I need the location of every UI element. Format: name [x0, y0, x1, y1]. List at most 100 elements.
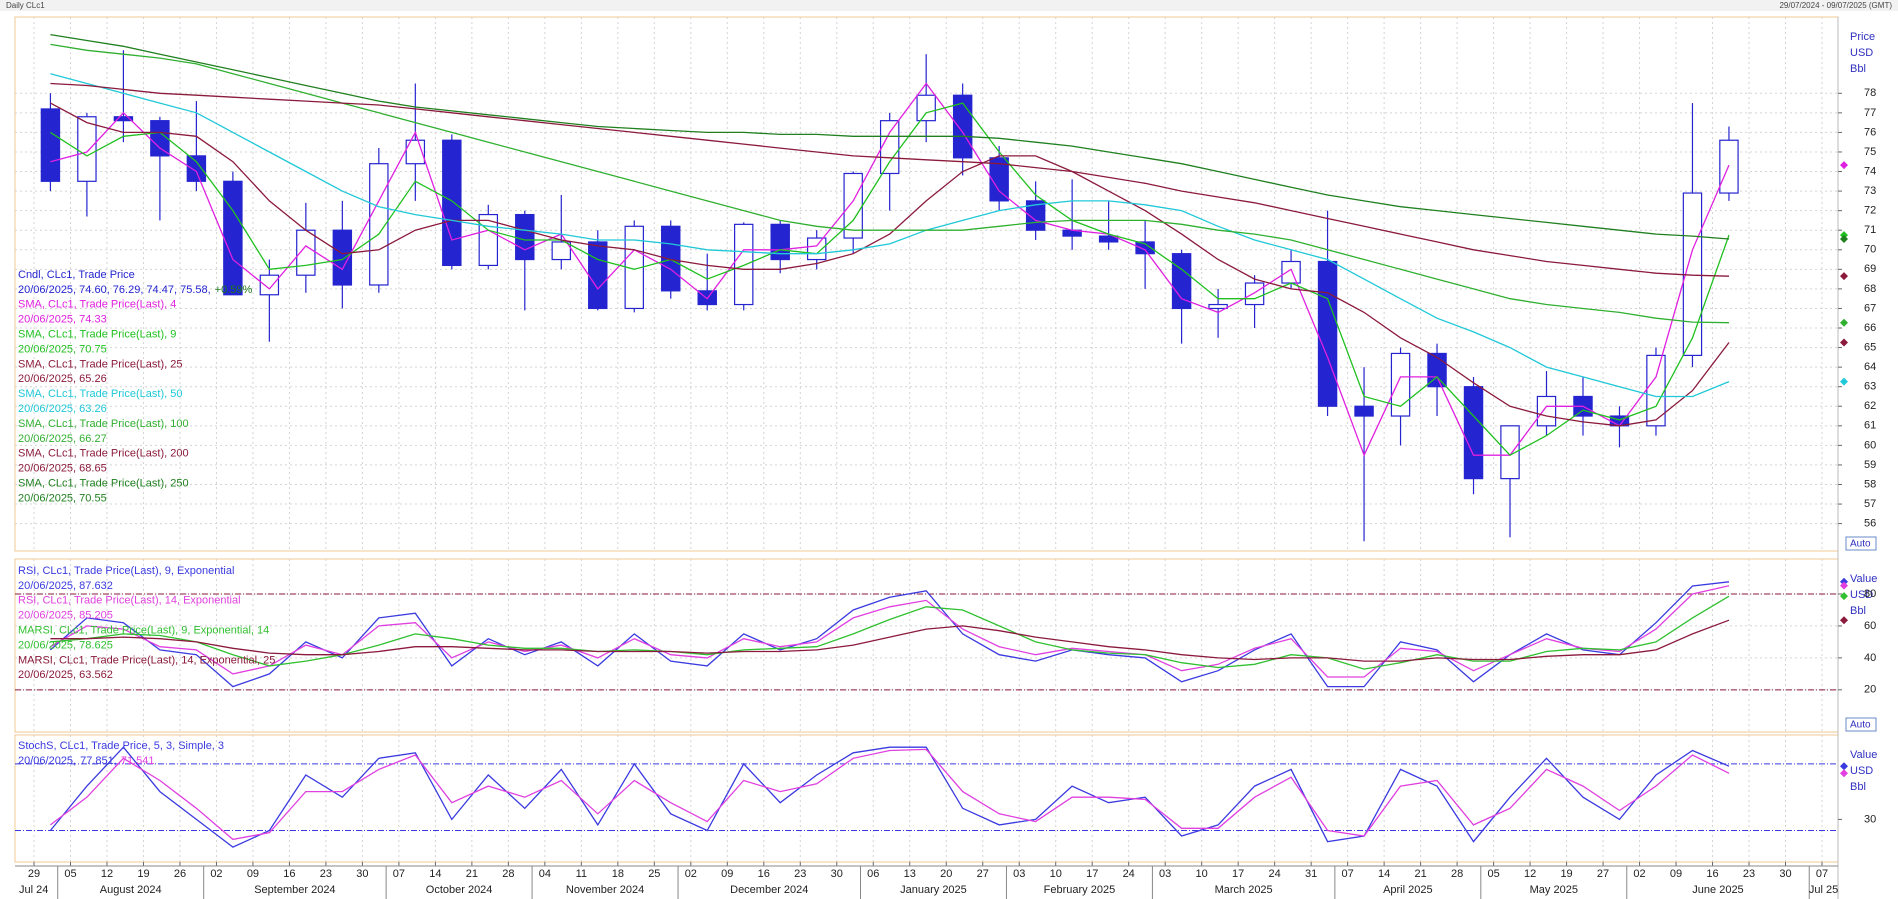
- last-value-marker: [1840, 235, 1848, 244]
- legend-text: Cndl, CLc1, Trade Price: [18, 269, 135, 281]
- y-tick-label: 60: [1864, 439, 1876, 451]
- candle-body: [1500, 425, 1520, 480]
- x-tick-label: 05: [64, 868, 76, 880]
- legend-text: 20/06/2025, 65.26: [18, 373, 107, 385]
- x-tick-label: 07: [393, 868, 405, 880]
- x-tick-label: 02: [210, 868, 222, 880]
- x-tick-label: 16: [758, 868, 770, 880]
- x-tick-label: 24: [1123, 868, 1135, 880]
- candle-body: [1244, 282, 1265, 306]
- y-tick-label: 68: [1864, 283, 1876, 295]
- candle-body: [989, 157, 1009, 202]
- last-value-marker: [1840, 581, 1848, 590]
- x-tick-label: 31: [1305, 868, 1317, 880]
- month-label: Jul 24: [19, 884, 48, 896]
- indicator-line: [50, 82, 1730, 277]
- last-value-marker: [1840, 616, 1848, 625]
- y-tick-label: 73: [1864, 185, 1876, 197]
- x-tick-label: 12: [1524, 868, 1536, 880]
- x-tick-label: 20: [940, 868, 952, 880]
- y-tick-label: 40: [1864, 652, 1876, 664]
- x-tick-label: 30: [356, 868, 368, 880]
- candle-body: [916, 94, 936, 122]
- x-tick-label: 06: [867, 868, 879, 880]
- indicator-line: [50, 43, 1730, 324]
- legend-text: 20/06/2025, 63.562: [18, 669, 113, 681]
- candle-body: [1171, 253, 1192, 310]
- x-tick-label: 03: [1159, 868, 1171, 880]
- legend-text: SMA, CLc1, Trade Price(Last), 4: [18, 299, 176, 311]
- candle-body: [442, 139, 462, 267]
- y-tick-label: 63: [1864, 381, 1876, 393]
- axis-unit: Bbl: [1850, 781, 1866, 793]
- x-tick-label: 02: [685, 868, 697, 880]
- y-tick-label: 65: [1864, 341, 1876, 353]
- y-tick-label: 59: [1864, 459, 1876, 471]
- x-tick-label: 27: [1597, 868, 1609, 880]
- x-tick-label: 16: [283, 868, 295, 880]
- legend-text: RSI, CLc1, Trade Price(Last), 9, Exponen…: [18, 565, 234, 577]
- candle-body: [1427, 352, 1447, 388]
- auto-button: [1845, 536, 1877, 551]
- last-value-marker: [1840, 318, 1848, 327]
- last-value-marker: [1840, 272, 1848, 281]
- x-tick-label: 09: [247, 868, 259, 880]
- candle-body: [77, 116, 97, 182]
- legend-text: 20/06/2025, 74.60, 76.29, 74.47, 75.58,: [18, 284, 211, 296]
- y-tick-label: 78: [1864, 87, 1876, 99]
- legend-text: 20/06/2025, 63.26: [18, 403, 107, 415]
- month-label: November 2024: [566, 884, 644, 896]
- legend-text: SMA, CLc1, Trade Price(Last), 250: [18, 478, 189, 490]
- axis-unit: USD: [1850, 47, 1873, 59]
- indicator-line: [50, 102, 1730, 457]
- auto-label: Auto: [1850, 539, 1871, 550]
- x-tick-label: 12: [101, 868, 113, 880]
- legend-text: SMA, CLc1, Trade Price(Last), 200: [18, 448, 189, 460]
- x-tick-label: 13: [904, 868, 916, 880]
- month-label: February 2025: [1044, 884, 1116, 896]
- x-tick-label: 28: [502, 868, 514, 880]
- y-tick-label: 77: [1864, 107, 1876, 119]
- x-tick-label: 05: [1487, 868, 1499, 880]
- legend-text: SMA, CLc1, Trade Price(Last), 25: [18, 358, 182, 370]
- candle-body: [150, 120, 170, 157]
- y-tick-label: 74: [1864, 165, 1876, 177]
- last-value-marker: [1840, 592, 1848, 601]
- candle-body: [40, 108, 61, 182]
- y-tick-label: 67: [1864, 302, 1876, 314]
- month-label: October 2024: [426, 884, 493, 896]
- y-tick-label: 60: [1864, 620, 1876, 632]
- legend-text: 20/06/2025, 74.33: [18, 314, 107, 326]
- x-tick-label: 10: [1050, 868, 1062, 880]
- x-tick-label: 19: [1560, 868, 1572, 880]
- candle-body: [186, 155, 207, 182]
- candle-body: [1354, 405, 1374, 417]
- legend-change: +0.59%: [215, 284, 253, 296]
- y-tick-label: 66: [1864, 322, 1876, 334]
- indicator-line: [50, 595, 1730, 670]
- x-tick-label: 23: [320, 868, 332, 880]
- last-value-marker: [1840, 377, 1848, 386]
- axis-unit: Bbl: [1850, 605, 1866, 617]
- legend-text: RSI, CLc1, Trade Price(Last), 14, Expone…: [18, 595, 241, 607]
- x-tick-label: 30: [1779, 868, 1791, 880]
- indicator-line: [50, 748, 1730, 841]
- x-tick-label: 21: [1414, 868, 1426, 880]
- x-tick-label: 29: [28, 868, 40, 880]
- x-tick-label: 14: [429, 868, 441, 880]
- indicator-line: [50, 619, 1730, 662]
- y-tick-label: 61: [1864, 420, 1876, 432]
- y-tick-label: 58: [1864, 478, 1876, 490]
- x-tick-label: 02: [1633, 868, 1645, 880]
- last-value-marker: [1840, 762, 1848, 771]
- x-tick-label: 04: [539, 868, 551, 880]
- candle-body: [952, 94, 973, 159]
- indicator-line: [49, 746, 1730, 848]
- x-tick-label: 28: [1451, 868, 1463, 880]
- last-value-marker: [1840, 769, 1848, 778]
- legend-text: 20/06/2025, 68.65: [18, 463, 107, 475]
- x-tick-label: 09: [721, 868, 733, 880]
- candle-body: [1536, 395, 1557, 427]
- legend-text: SMA, CLc1, Trade Price(Last), 100: [18, 418, 189, 430]
- month-label: Jul 25: [1809, 884, 1838, 896]
